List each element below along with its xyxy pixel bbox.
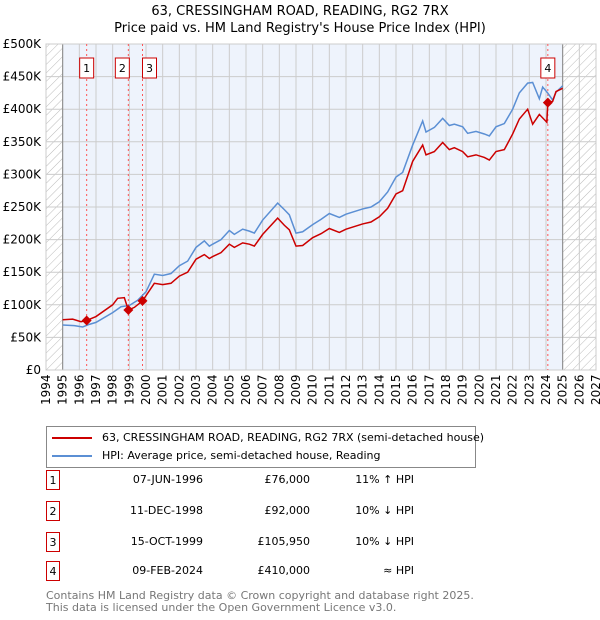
x-tick-label: 2023 <box>522 374 536 405</box>
x-tick-label: 2020 <box>472 374 486 405</box>
x-tick-label: 2024 <box>539 374 553 405</box>
x-tick-label: 1994 <box>39 374 53 405</box>
x-tick-label: 2003 <box>189 374 203 405</box>
sale-point-marker <box>137 295 148 306</box>
x-tick-label: 2012 <box>339 374 353 405</box>
x-tick-label: 2025 <box>556 374 570 405</box>
sale-price: £105,950 <box>257 535 311 548</box>
x-tick-label: 2005 <box>222 374 236 405</box>
footer-line: This data is licensed under the Open Gov… <box>46 601 397 614</box>
x-tick-label: 2008 <box>272 374 286 405</box>
price-paid-line <box>62 87 563 323</box>
sale-point-marker <box>123 305 134 316</box>
sale-row: 2 11-DEC-1998 £92,000 10% ↓ HPI <box>46 501 446 521</box>
sale-label: 2 <box>119 62 126 75</box>
y-tick-label: £450K <box>3 70 43 84</box>
x-tick-label: 2022 <box>506 374 520 405</box>
x-tick-label: 2013 <box>356 374 370 405</box>
x-tick-label: 1999 <box>122 374 136 405</box>
sale-point-marker <box>542 97 553 108</box>
x-tick-label: 2014 <box>372 374 386 405</box>
sale-hpi: 10% ↓ HPI <box>355 504 414 517</box>
sale-hpi: 10% ↓ HPI <box>355 535 414 548</box>
sale-date: 07-JUN-1996 <box>132 473 203 486</box>
sale-marker-label: 1 <box>46 470 60 490</box>
y-tick-label: £150K <box>3 265 43 279</box>
sale-price: £76,000 <box>264 473 311 486</box>
x-tick-label: 2007 <box>256 374 270 405</box>
x-tick-label: 2009 <box>289 374 303 405</box>
x-tick-label: 2027 <box>589 374 600 405</box>
x-tick-label: 2016 <box>406 374 420 405</box>
legend-item-hpi: HPI: Average price, semi-detached house,… <box>52 449 381 462</box>
x-tick-label: 2015 <box>389 374 403 405</box>
y-tick-label: £250K <box>3 200 43 214</box>
legend-item-property: 63, CRESSINGHAM ROAD, READING, RG2 7RX (… <box>52 431 484 444</box>
x-tick-label: 2026 <box>572 374 586 405</box>
sale-row: 1 07-JUN-1996 £76,000 11% ↑ HPI <box>46 470 446 490</box>
sale-marker-label: 2 <box>46 501 60 521</box>
sale-marker-label: 3 <box>46 532 60 552</box>
y-tick-label: £50K <box>10 330 42 344</box>
x-tick-label: 2010 <box>306 374 320 405</box>
sale-row: 3 15-OCT-1999 £105,950 10% ↓ HPI <box>46 532 446 552</box>
footer: Contains HM Land Registry data © Crown c… <box>46 590 474 614</box>
x-tick-label: 1996 <box>72 374 86 405</box>
sale-date: 09-FEB-2024 <box>132 564 203 577</box>
legend-label: 63, CRESSINGHAM ROAD, READING, RG2 7RX (… <box>102 431 485 444</box>
legend-label: HPI: Average price, semi-detached house,… <box>102 449 381 462</box>
y-tick-label: £400K <box>3 102 43 116</box>
y-tick-label: £350K <box>3 135 43 149</box>
sale-hpi: ≈ HPI <box>383 564 414 577</box>
x-tick-label: 2002 <box>172 374 186 405</box>
y-tick-label: £100K <box>3 298 43 312</box>
x-tick-label: 1995 <box>56 374 70 405</box>
sale-price: £92,000 <box>264 504 311 517</box>
sale-marker-label: 4 <box>46 561 60 581</box>
sale-hpi: 11% ↑ HPI <box>355 473 414 486</box>
sale-price: £410,000 <box>257 564 311 577</box>
sale-date: 15-OCT-1999 <box>130 535 203 548</box>
sale-label: 1 <box>83 62 90 75</box>
x-tick-label: 2004 <box>206 374 220 405</box>
legend-swatch-red <box>52 436 92 439</box>
x-tick-label: 2001 <box>156 374 170 405</box>
sale-label: 4 <box>544 62 551 75</box>
chart-title: 63, CRESSINGHAM ROAD, READING, RG2 7RX <box>151 4 449 19</box>
plot-border <box>45 43 597 371</box>
hpi-line <box>62 81 564 328</box>
sale-point-marker <box>81 315 92 326</box>
sale-label-box <box>142 57 157 79</box>
x-tick-label: 2000 <box>139 374 153 405</box>
x-tick-label: 2019 <box>456 374 470 405</box>
x-tick-label: 1997 <box>89 374 103 405</box>
y-tick-label: £0 <box>26 363 41 377</box>
footer-line: Contains HM Land Registry data © Crown c… <box>46 589 474 602</box>
x-tick-label: 2021 <box>489 374 503 405</box>
legend: 63, CRESSINGHAM ROAD, READING, RG2 7RX (… <box>46 426 484 468</box>
price-chart: 1994 1995 1996 1997 1998 1999 2000 2001 2002 2003… <box>3 37 600 405</box>
sale-label-box <box>79 57 95 79</box>
sale-row: 4 09-FEB-2024 £410,000 ≈ HPI <box>46 561 446 581</box>
y-tick-label: £500K <box>3 37 43 51</box>
sale-date: 11-DEC-1998 <box>129 504 203 517</box>
x-tick-label: 2017 <box>422 374 436 405</box>
sale-label: 3 <box>146 62 153 75</box>
x-tick-label: 2006 <box>239 374 253 405</box>
y-tick-label: £300K <box>3 167 43 181</box>
x-tick-label: 1998 <box>106 374 120 405</box>
sale-label-box <box>540 57 556 79</box>
x-tick-label: 2018 <box>439 374 453 405</box>
chart-subtitle: Price paid vs. HM Land Registry's House … <box>114 21 486 36</box>
x-tick-label: 2011 <box>322 374 336 405</box>
sale-label-box <box>114 57 130 79</box>
legend-swatch-blue <box>52 454 92 457</box>
y-tick-label: £200K <box>3 233 43 247</box>
